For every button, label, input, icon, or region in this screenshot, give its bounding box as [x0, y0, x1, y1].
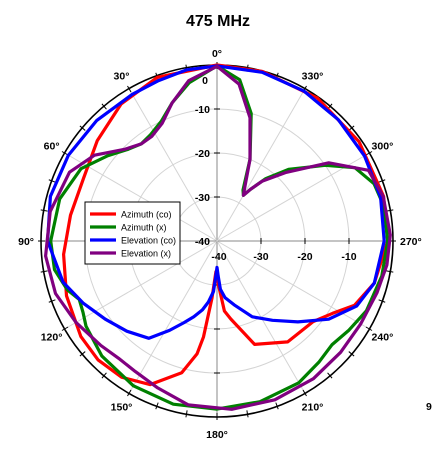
radial-label-horizontal-2: -20 — [297, 251, 312, 263]
angle-label-0: 0° — [212, 48, 222, 60]
outer-tick-260 — [386, 270, 394, 273]
outer-tick-30 — [127, 85, 132, 93]
angle-label-60: 60° — [44, 141, 60, 153]
radial-label-vertical-4: -40 — [195, 236, 210, 248]
grid-spoke-30 — [128, 88, 218, 242]
legend: Azimuth (co) Azimuth (x) Elevation (co) Ele… — [84, 201, 181, 265]
radial-label-vertical-3: -30 — [195, 192, 210, 204]
grid-spoke-60 — [64, 152, 218, 242]
radial-label-vertical-2: -20 — [195, 148, 210, 160]
angle-label-270: 270° — [400, 236, 422, 248]
grid-spoke-330 — [216, 88, 306, 242]
outer-tick-280 — [386, 209, 394, 212]
axis-labels: 0° 30° 60° 90° 120° 150° 180° 210° 240° 270° 300° 3… — [18, 48, 422, 441]
radial-label-vertical-1: -10 — [195, 104, 210, 116]
angle-label-150: 150° — [111, 401, 133, 413]
radial-label-horizontal-4: -40 — [211, 251, 226, 263]
outer-tick-200 — [275, 402, 279, 410]
outer-tick-160 — [155, 402, 159, 410]
legend-label-3: Elevation (x) — [121, 249, 171, 259]
outer-tick-140 — [101, 372, 107, 379]
legend-label-2: Elevation (co) — [121, 236, 176, 246]
angle-label-300: 300° — [372, 141, 394, 153]
outer-tick-300 — [365, 151, 373, 156]
grid-spoke-240 — [216, 240, 370, 330]
outer-tick-240 — [365, 326, 373, 331]
outer-tick-50 — [79, 125, 86, 131]
outer-tick-120 — [61, 326, 69, 331]
outer-tick-80 — [40, 209, 48, 212]
radial-label-horizontal-1: -10 — [341, 251, 356, 263]
outer-tick-110 — [48, 299, 56, 303]
outer-tick-190 — [246, 410, 249, 418]
outer-tick-250 — [378, 299, 386, 303]
outer-tick-130 — [79, 351, 86, 357]
radial-label-vertical-0: 0 — [202, 75, 208, 87]
radial-label-horizontal-3: -30 — [253, 251, 268, 263]
legend-label-0: Azimuth (co) — [121, 210, 172, 220]
series-line-2 — [46, 64, 386, 340]
angle-label-240: 240° — [372, 332, 394, 344]
angle-label-180: 180° — [206, 429, 228, 441]
series-layer — [44, 63, 392, 411]
outer-tick-70 — [48, 179, 56, 183]
grid-spoke-120 — [64, 240, 218, 330]
angle-label-30: 30° — [114, 71, 130, 83]
angle-label-120: 120° — [41, 332, 63, 344]
outer-tick-290 — [378, 179, 386, 183]
outer-tick-230 — [348, 351, 355, 357]
chart-title: 475 MHz — [186, 13, 250, 30]
extra-label: 9 — [426, 401, 432, 413]
angle-label-330: 330° — [302, 71, 324, 83]
outer-tick-40 — [101, 103, 107, 110]
outer-tick-100 — [40, 270, 48, 273]
legend-label-1: Azimuth (x) — [121, 223, 167, 233]
outer-tick-150 — [127, 389, 132, 397]
angle-label-210: 210° — [302, 401, 324, 413]
outer-tick-220 — [327, 372, 333, 379]
outer-tick-170 — [185, 410, 188, 418]
grid-spoke-150 — [128, 240, 218, 394]
series-line-3 — [44, 64, 392, 411]
outer-tick-210 — [302, 389, 307, 397]
angle-label-90: 90° — [18, 236, 34, 248]
